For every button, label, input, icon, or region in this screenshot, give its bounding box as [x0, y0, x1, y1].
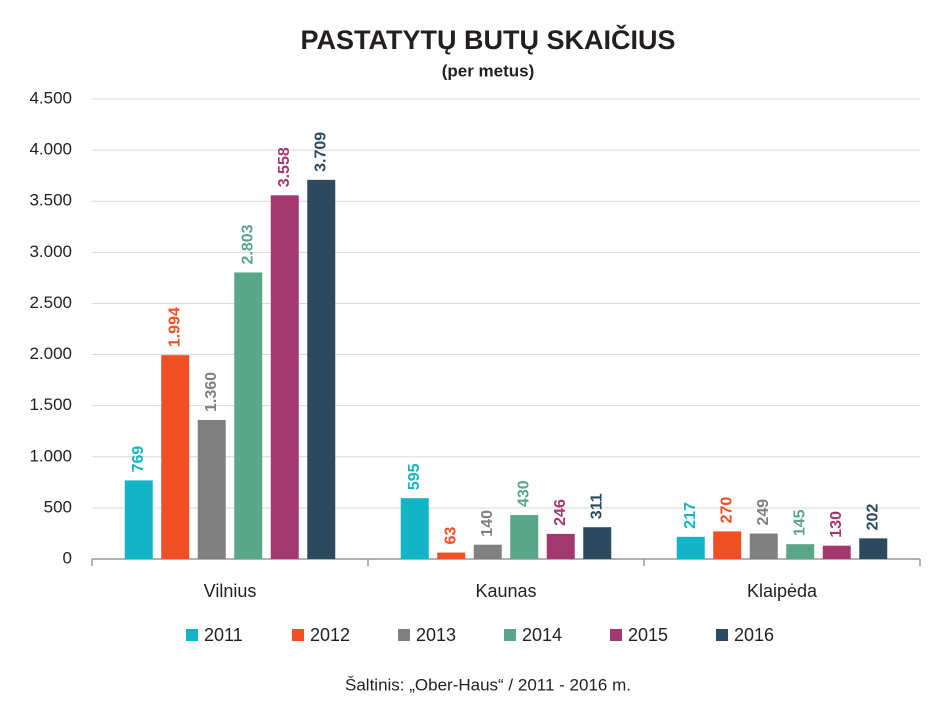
y-tick-label: 0 [63, 548, 72, 567]
legend-swatch [504, 629, 516, 641]
data-label: 140 [479, 510, 496, 537]
y-tick-label: 2.000 [29, 344, 72, 363]
legend-swatch [398, 629, 410, 641]
data-label: 1.994 [166, 307, 183, 347]
y-tick-label: 4.500 [29, 88, 72, 107]
data-label: 311 [588, 493, 605, 519]
bar [510, 515, 539, 559]
bar [583, 527, 612, 559]
data-label: 246 [552, 499, 569, 526]
data-label: 63 [442, 527, 459, 545]
bar [161, 355, 190, 559]
bar [473, 544, 502, 559]
legend-label: 2013 [416, 625, 456, 645]
data-label: 217 [682, 502, 699, 529]
bar [124, 480, 153, 559]
bar [546, 533, 575, 559]
data-label: 430 [515, 480, 532, 507]
bar [822, 545, 851, 559]
data-label: 202 [864, 504, 881, 531]
y-tick-label: 1.500 [29, 395, 72, 414]
data-label: 1.360 [203, 372, 220, 412]
legend-label: 2016 [734, 625, 774, 645]
legend-swatch [292, 629, 304, 641]
bar [749, 533, 778, 559]
bar [437, 552, 466, 559]
data-label: 595 [406, 463, 423, 490]
bar [713, 531, 742, 559]
x-tick-label: Vilnius [204, 581, 257, 601]
legend-swatch [610, 629, 622, 641]
bar [307, 179, 336, 559]
y-tick-label: 3.500 [29, 191, 72, 210]
data-label: 130 [828, 511, 845, 538]
y-tick-label: 500 [44, 497, 72, 516]
bar [859, 538, 888, 559]
bar [400, 498, 429, 559]
data-label: 3.709 [312, 132, 329, 172]
x-tick-label: Klaipėda [747, 581, 818, 601]
data-label: 769 [130, 446, 147, 473]
legend-swatch [186, 629, 198, 641]
bar [676, 536, 705, 559]
legend-label: 2012 [310, 625, 350, 645]
data-label: 249 [755, 499, 772, 526]
data-label: 270 [718, 497, 735, 524]
legend-label: 2014 [522, 625, 562, 645]
chart-subtitle: (per metus) [442, 61, 535, 80]
legend-label: 2015 [628, 625, 668, 645]
bar [234, 272, 263, 559]
bar [197, 419, 226, 559]
data-label: 3.558 [276, 147, 293, 187]
y-tick-label: 1.000 [29, 446, 72, 465]
y-tick-label: 2.500 [29, 293, 72, 312]
bar [786, 544, 815, 559]
chart-title: PASTATYTŲ BUTŲ SKAIČIUS [301, 24, 676, 55]
y-tick-label: 3.000 [29, 242, 72, 261]
data-label: 2.803 [239, 224, 256, 264]
bar [270, 195, 299, 559]
data-label: 145 [791, 509, 808, 536]
source: Šaltinis: „Ober-Haus“ / 2011 - 2016 m. [345, 675, 631, 694]
x-tick-label: Kaunas [475, 581, 536, 601]
y-tick-label: 4.000 [29, 140, 72, 159]
legend-label: 2011 [204, 625, 243, 645]
legend-swatch [716, 629, 728, 641]
